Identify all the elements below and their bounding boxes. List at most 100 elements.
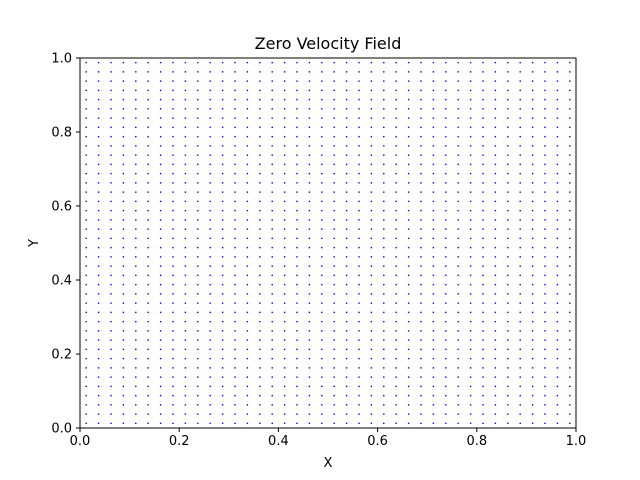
vector-point (271, 376, 273, 378)
vector-point (296, 320, 298, 323)
vector-point (420, 209, 422, 212)
vector-point (556, 320, 559, 323)
vector-point (135, 302, 137, 304)
vector-point (321, 154, 323, 156)
vector-point (85, 274, 87, 277)
vector-point (420, 339, 422, 341)
vector-point (221, 80, 224, 82)
vector-point (345, 61, 348, 64)
vector-point (147, 163, 149, 166)
vector-point (259, 246, 261, 249)
vector-point (519, 117, 521, 119)
vector-point (172, 265, 174, 267)
vector-point (494, 200, 497, 203)
vector-point (147, 422, 149, 425)
vector-point (296, 71, 298, 73)
vector-point (432, 126, 435, 129)
vector-point (469, 89, 472, 92)
vector-point (259, 320, 261, 323)
vector-point (544, 200, 546, 203)
vector-point (519, 320, 521, 323)
vector-point (209, 357, 211, 360)
vector-point (556, 413, 559, 415)
x-axis-ticks: 0.0 0.2 0.4 0.6 0.8 1.0 (70, 428, 586, 449)
vector-point (221, 283, 224, 286)
vector-point (445, 71, 447, 73)
vector-point (407, 154, 410, 156)
vector-point (221, 320, 224, 323)
vector-point (234, 219, 236, 221)
vector-point (97, 293, 100, 295)
vector-point (407, 98, 410, 101)
vector-point (159, 385, 162, 388)
vector-point (569, 154, 571, 156)
vector-point (221, 302, 224, 304)
vector-point (482, 219, 484, 221)
vector-point (544, 108, 546, 110)
vector-point (259, 89, 261, 92)
vector-point (556, 348, 559, 351)
vector-point (531, 413, 534, 415)
vector-point (482, 404, 484, 406)
vector-point (370, 126, 373, 129)
vector-point (507, 302, 509, 304)
vector-point (197, 71, 199, 73)
vector-point (333, 256, 335, 258)
vector-point (494, 422, 497, 425)
vector-point (234, 191, 236, 193)
vector-point (519, 330, 521, 332)
vector-point (370, 172, 373, 175)
vector-point (184, 237, 187, 240)
vector-point (395, 71, 397, 73)
vector-point (283, 108, 286, 110)
vector-point (432, 145, 435, 147)
vector-point (407, 246, 410, 249)
vector-point (172, 394, 174, 397)
vector-point (172, 311, 174, 314)
vector-point (345, 135, 348, 138)
vector-point (110, 256, 112, 258)
vector-point (296, 237, 298, 240)
vector-point (246, 71, 249, 73)
vector-point (432, 117, 435, 119)
vector-point (432, 394, 435, 397)
vector-point (469, 404, 472, 406)
vector-point (469, 330, 472, 332)
vector-point (457, 172, 459, 175)
vector-point (383, 422, 385, 425)
vector-point (85, 302, 87, 304)
vector-point (221, 385, 224, 388)
vector-point (321, 256, 323, 258)
vector-point (507, 404, 509, 406)
vector-point (519, 219, 521, 221)
vector-point (221, 256, 224, 258)
vector-point (221, 422, 224, 425)
vector-point (445, 330, 447, 332)
vector-point (197, 367, 199, 369)
vector-point (544, 274, 546, 277)
vector-point (407, 348, 410, 351)
vector-point (221, 330, 224, 332)
vector-point (531, 71, 534, 73)
vector-point (283, 404, 286, 406)
vector-point (97, 367, 100, 369)
vector-point (283, 367, 286, 369)
vector-point (457, 376, 459, 378)
vector-point (432, 413, 435, 415)
vector-point (507, 61, 509, 64)
vector-point (395, 135, 397, 138)
vector-point (407, 80, 410, 82)
vector-point (519, 191, 521, 193)
vector-point (333, 404, 335, 406)
vector-point (556, 191, 559, 193)
vector-point (569, 135, 571, 138)
vector-point (221, 98, 224, 101)
vector-point (370, 256, 373, 258)
vector-point (531, 145, 534, 147)
vector-point (97, 376, 100, 378)
vector-point (110, 330, 112, 332)
vector-point (432, 302, 435, 304)
vector-point (271, 311, 273, 314)
vector-point (544, 367, 546, 369)
vector-point (221, 237, 224, 240)
